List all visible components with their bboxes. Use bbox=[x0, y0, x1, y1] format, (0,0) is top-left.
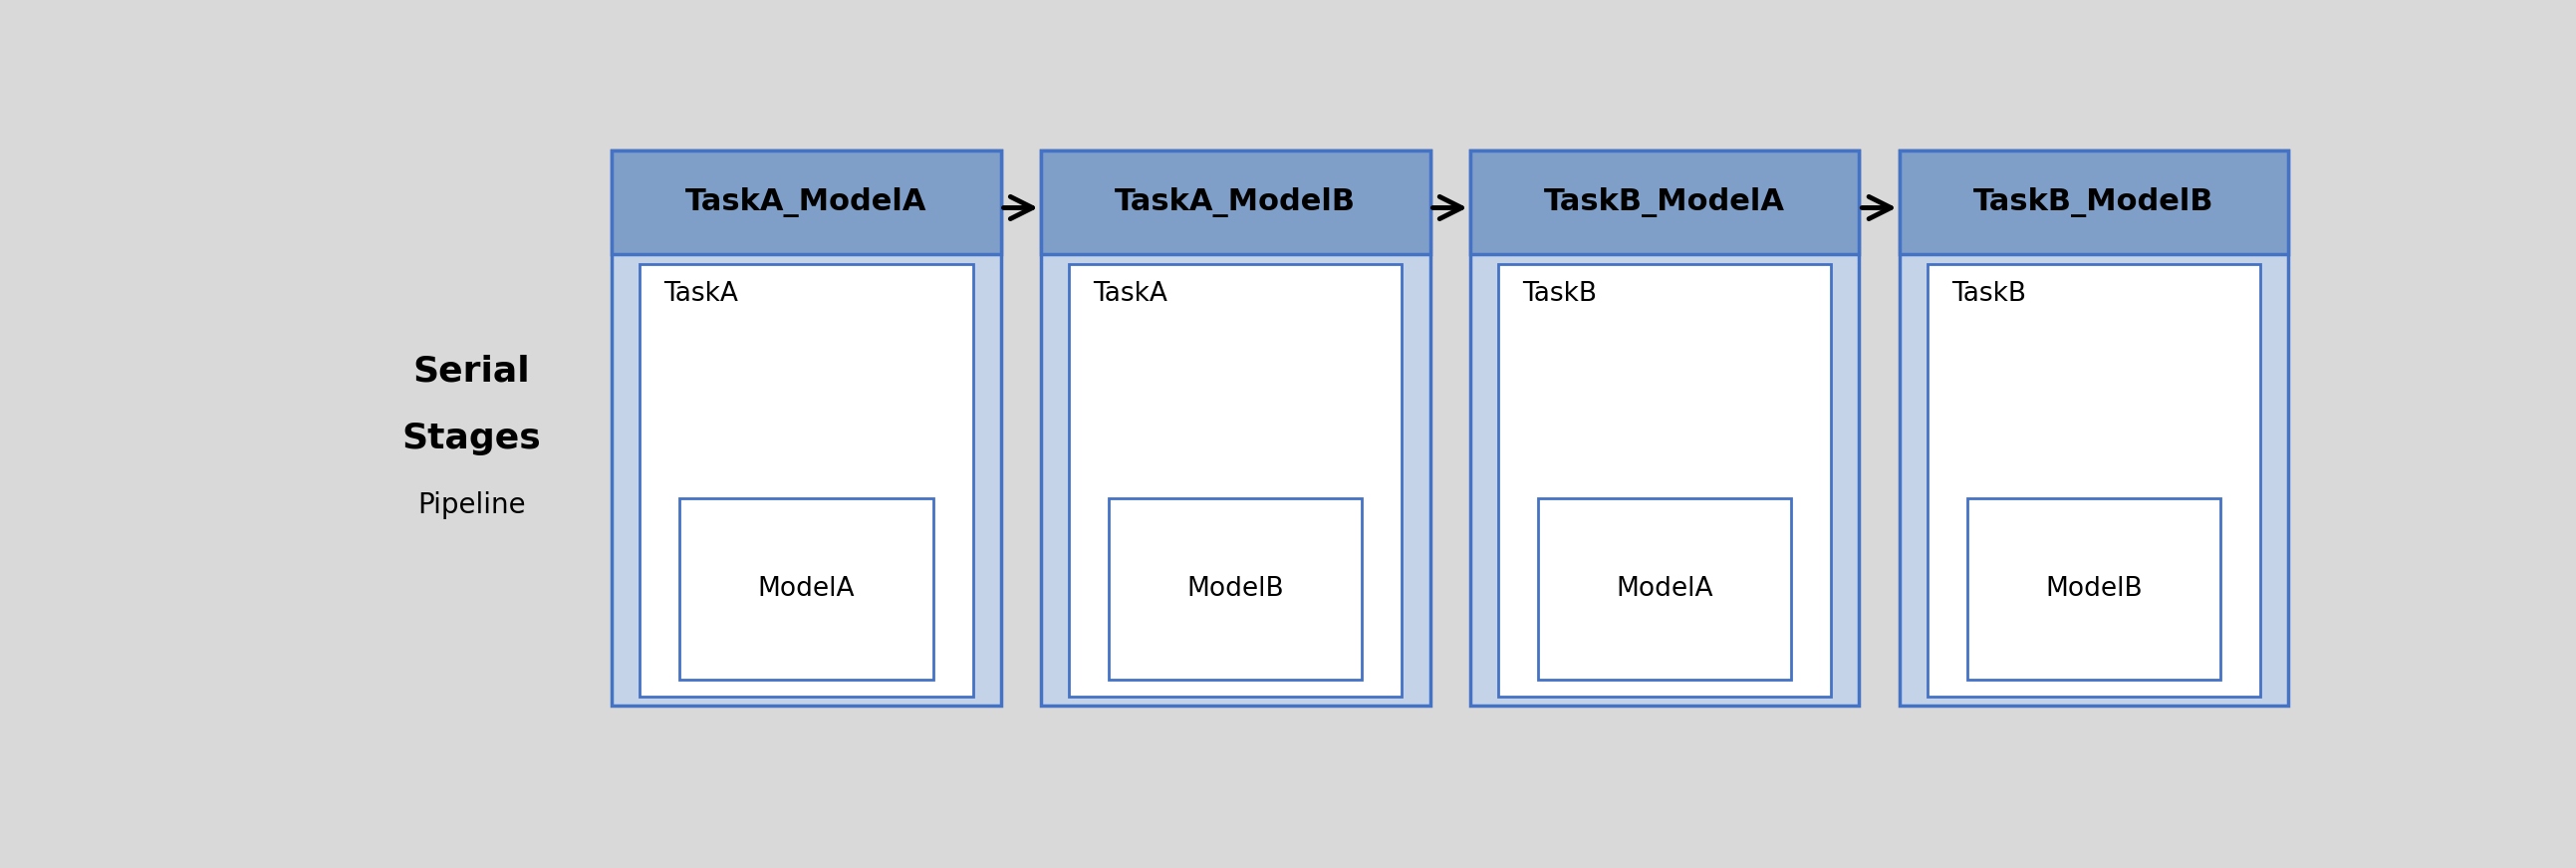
Text: TaskB: TaskB bbox=[1522, 280, 1597, 306]
Text: TaskB_ModelA: TaskB_ModelA bbox=[1543, 187, 1785, 218]
FancyBboxPatch shape bbox=[1497, 264, 1832, 696]
FancyBboxPatch shape bbox=[680, 498, 933, 680]
Text: TaskA_ModelB: TaskA_ModelB bbox=[1115, 187, 1355, 218]
Text: ModelA: ModelA bbox=[1615, 575, 1713, 602]
FancyBboxPatch shape bbox=[1968, 498, 2221, 680]
Text: Pipeline: Pipeline bbox=[417, 491, 526, 519]
Text: TaskA_ModelA: TaskA_ModelA bbox=[685, 187, 927, 218]
FancyBboxPatch shape bbox=[611, 151, 999, 706]
FancyBboxPatch shape bbox=[1927, 264, 2262, 696]
FancyBboxPatch shape bbox=[1069, 264, 1401, 696]
FancyBboxPatch shape bbox=[1041, 151, 1430, 706]
Text: TaskB_ModelB: TaskB_ModelB bbox=[1973, 187, 2215, 218]
Text: ModelB: ModelB bbox=[1188, 575, 1283, 602]
Text: TaskA: TaskA bbox=[1092, 280, 1167, 306]
Text: Stages: Stages bbox=[402, 421, 541, 456]
FancyBboxPatch shape bbox=[611, 151, 999, 254]
FancyBboxPatch shape bbox=[1538, 498, 1790, 680]
Text: TaskB: TaskB bbox=[1950, 280, 2025, 306]
Text: ModelB: ModelB bbox=[2045, 575, 2143, 602]
Text: TaskA: TaskA bbox=[665, 280, 737, 306]
Text: Serial: Serial bbox=[412, 354, 531, 389]
FancyBboxPatch shape bbox=[1471, 151, 1860, 254]
FancyBboxPatch shape bbox=[639, 264, 974, 696]
FancyBboxPatch shape bbox=[1899, 151, 2287, 706]
Text: ModelA: ModelA bbox=[757, 575, 855, 602]
FancyBboxPatch shape bbox=[1108, 498, 1363, 680]
FancyBboxPatch shape bbox=[1041, 151, 1430, 254]
FancyBboxPatch shape bbox=[1899, 151, 2287, 254]
FancyBboxPatch shape bbox=[1471, 151, 1860, 706]
